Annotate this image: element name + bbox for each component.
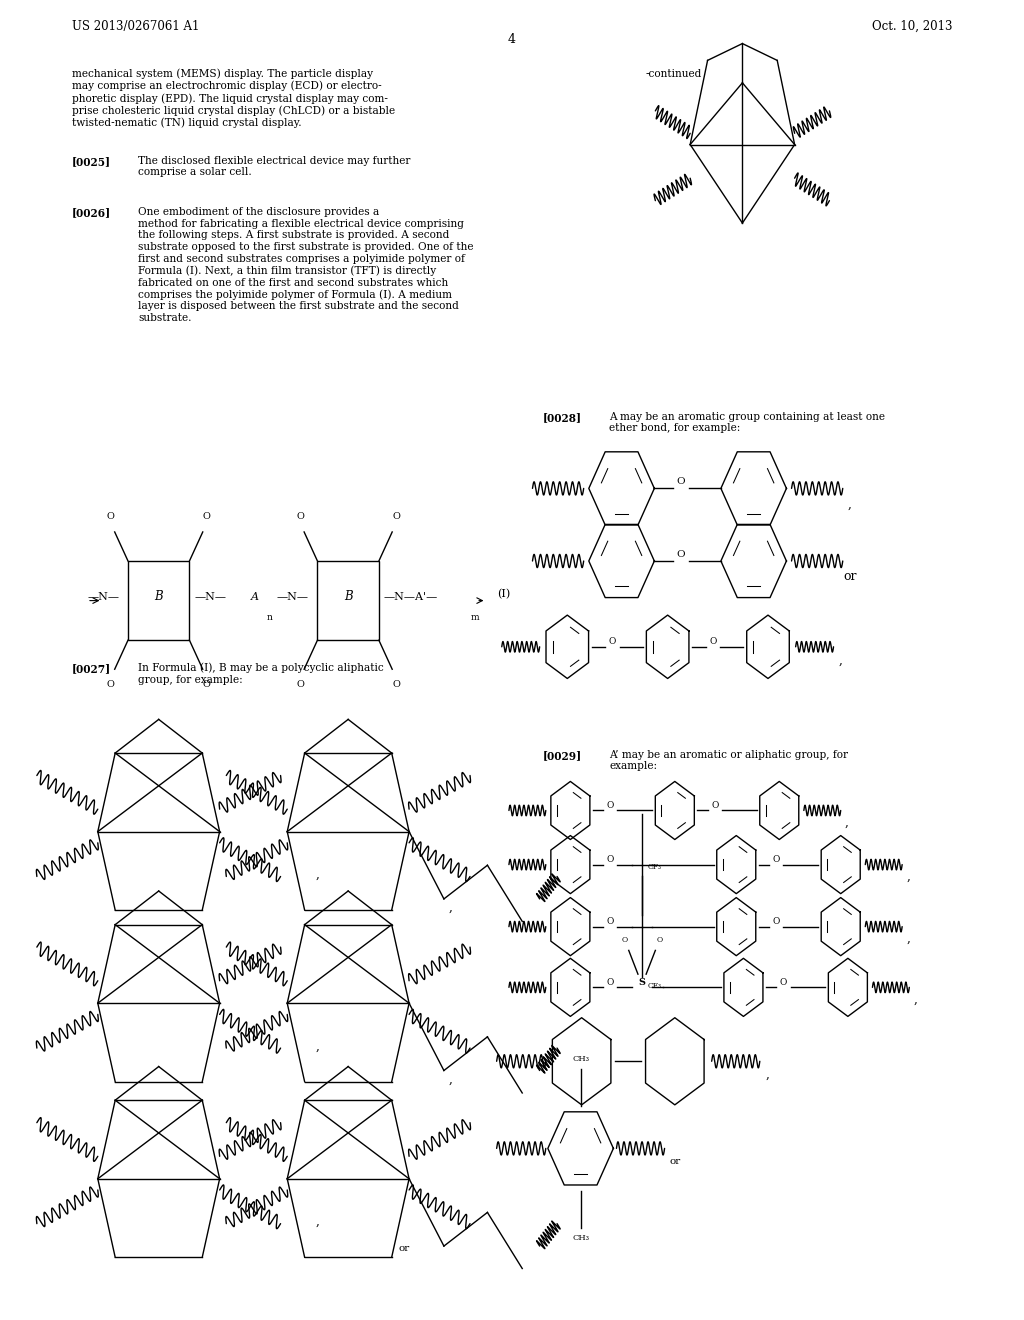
Text: CH₃: CH₃ <box>572 1234 589 1242</box>
Text: ,: , <box>315 1214 319 1228</box>
Text: (I): (I) <box>497 589 510 599</box>
Bar <box>317 561 379 640</box>
Text: ,: , <box>839 653 843 667</box>
Text: —N—A'—: —N—A'— <box>384 591 438 602</box>
Text: A’ may be an aromatic or aliphatic group, for
example:: A’ may be an aromatic or aliphatic group… <box>609 750 848 771</box>
Text: O: O <box>296 680 304 689</box>
Text: O: O <box>677 478 685 486</box>
Text: ,: , <box>449 900 453 913</box>
Text: B: B <box>155 590 163 603</box>
Text: O: O <box>606 855 614 863</box>
Text: or: or <box>399 1245 410 1254</box>
Text: or: or <box>843 570 857 583</box>
Text: —N—: —N— <box>195 591 226 602</box>
Bar <box>128 561 189 640</box>
Text: CH₃: CH₃ <box>572 1055 589 1063</box>
Text: O: O <box>772 855 780 863</box>
Text: O: O <box>608 638 616 645</box>
Text: [0027]: [0027] <box>72 663 111 673</box>
Text: ,: , <box>848 498 852 511</box>
Text: B: B <box>344 590 352 603</box>
Text: n: n <box>266 614 272 622</box>
Text: O: O <box>203 512 211 521</box>
Text: ,: , <box>315 867 319 880</box>
Text: ,: , <box>906 932 910 945</box>
Text: ,: , <box>845 816 849 829</box>
Text: US 2013/0267061 A1: US 2013/0267061 A1 <box>72 20 199 33</box>
Text: ,: , <box>913 993 918 1006</box>
Text: One embodiment of the disclosure provides a
method for fabricating a flexible el: One embodiment of the disclosure provide… <box>138 207 474 323</box>
Text: CF₃: CF₃ <box>647 982 662 990</box>
Text: -continued: -continued <box>645 69 701 79</box>
Text: O: O <box>606 801 614 809</box>
Text: ,: , <box>765 1068 769 1081</box>
Text: [0025]: [0025] <box>72 156 111 166</box>
Text: O: O <box>296 512 304 521</box>
Text: mechanical system (MEMS) display. The particle display
may comprise an electroch: mechanical system (MEMS) display. The pa… <box>72 69 395 128</box>
Text: [0026]: [0026] <box>72 207 111 218</box>
Text: or: or <box>670 1158 680 1166</box>
Text: O: O <box>677 550 685 558</box>
Text: 4: 4 <box>508 33 516 46</box>
Text: O: O <box>709 638 717 645</box>
Text: ,: , <box>449 1072 453 1085</box>
Text: [0028]: [0028] <box>543 412 582 422</box>
Text: S: S <box>639 978 645 986</box>
Text: O: O <box>392 680 400 689</box>
Text: Oct. 10, 2013: Oct. 10, 2013 <box>871 20 952 33</box>
Text: —N—: —N— <box>276 591 308 602</box>
Text: In Formula (I), B may be a polycyclic aliphatic
group, for example:: In Formula (I), B may be a polycyclic al… <box>138 663 384 685</box>
Text: O: O <box>606 917 614 925</box>
Text: [0029]: [0029] <box>543 750 582 760</box>
Text: O: O <box>622 936 628 944</box>
Text: O: O <box>656 936 663 944</box>
Text: O: O <box>711 801 719 809</box>
Text: ,: , <box>906 870 910 883</box>
Text: O: O <box>606 978 614 986</box>
Text: CF₃: CF₃ <box>647 863 662 871</box>
Text: ,: , <box>315 1039 319 1052</box>
Text: m: m <box>471 614 479 622</box>
Text: O: O <box>392 512 400 521</box>
Text: —N—: —N— <box>87 591 119 602</box>
Text: O: O <box>779 978 787 986</box>
Text: A may be an aromatic group containing at least one
ether bond, for example:: A may be an aromatic group containing at… <box>609 412 886 433</box>
Text: O: O <box>772 917 780 925</box>
Text: O: O <box>106 680 115 689</box>
Text: The disclosed flexible electrical device may further
comprise a solar cell.: The disclosed flexible electrical device… <box>138 156 411 177</box>
Text: O: O <box>106 512 115 521</box>
Text: A: A <box>251 591 259 602</box>
Text: O: O <box>203 680 211 689</box>
